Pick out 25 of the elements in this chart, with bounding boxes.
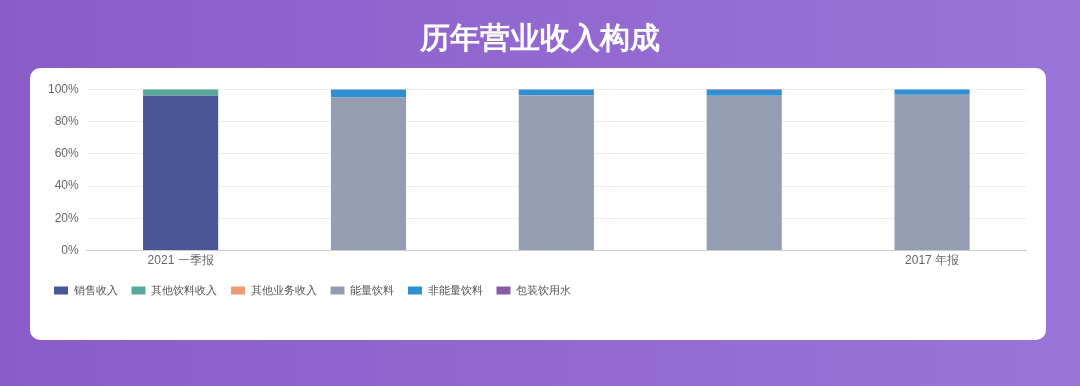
chart-title: 历年营业收入构成	[419, 19, 661, 57]
legend-label: 销售收入	[72, 283, 118, 296]
legend-label: 其他业务收入	[250, 283, 317, 296]
bar	[143, 95, 219, 251]
y-tick-label: 60%	[54, 146, 80, 161]
legend-label: 其他饮料收入	[151, 283, 217, 296]
bar	[706, 90, 782, 96]
bar	[706, 95, 782, 250]
y-tick-label: 100%	[47, 81, 80, 96]
bar	[330, 89, 407, 98]
bar	[894, 94, 970, 251]
legend-label: 非能量饮料	[427, 283, 483, 296]
x-tick-label: 2021 一季报	[147, 253, 214, 268]
y-tick-label: 80%	[54, 113, 80, 128]
bar	[894, 89, 970, 95]
x-tick-label: 2017 年报	[905, 253, 960, 268]
bar	[143, 89, 219, 96]
bar	[330, 97, 407, 251]
y-tick-label: 0%	[61, 242, 80, 257]
y-tick-label: 40%	[54, 178, 80, 193]
legend-label: 包装饮用水	[516, 283, 571, 296]
bar	[518, 95, 594, 251]
legend-label: 能量饮料	[350, 283, 394, 296]
bar	[518, 89, 594, 96]
y-tick-label: 20%	[54, 210, 80, 225]
